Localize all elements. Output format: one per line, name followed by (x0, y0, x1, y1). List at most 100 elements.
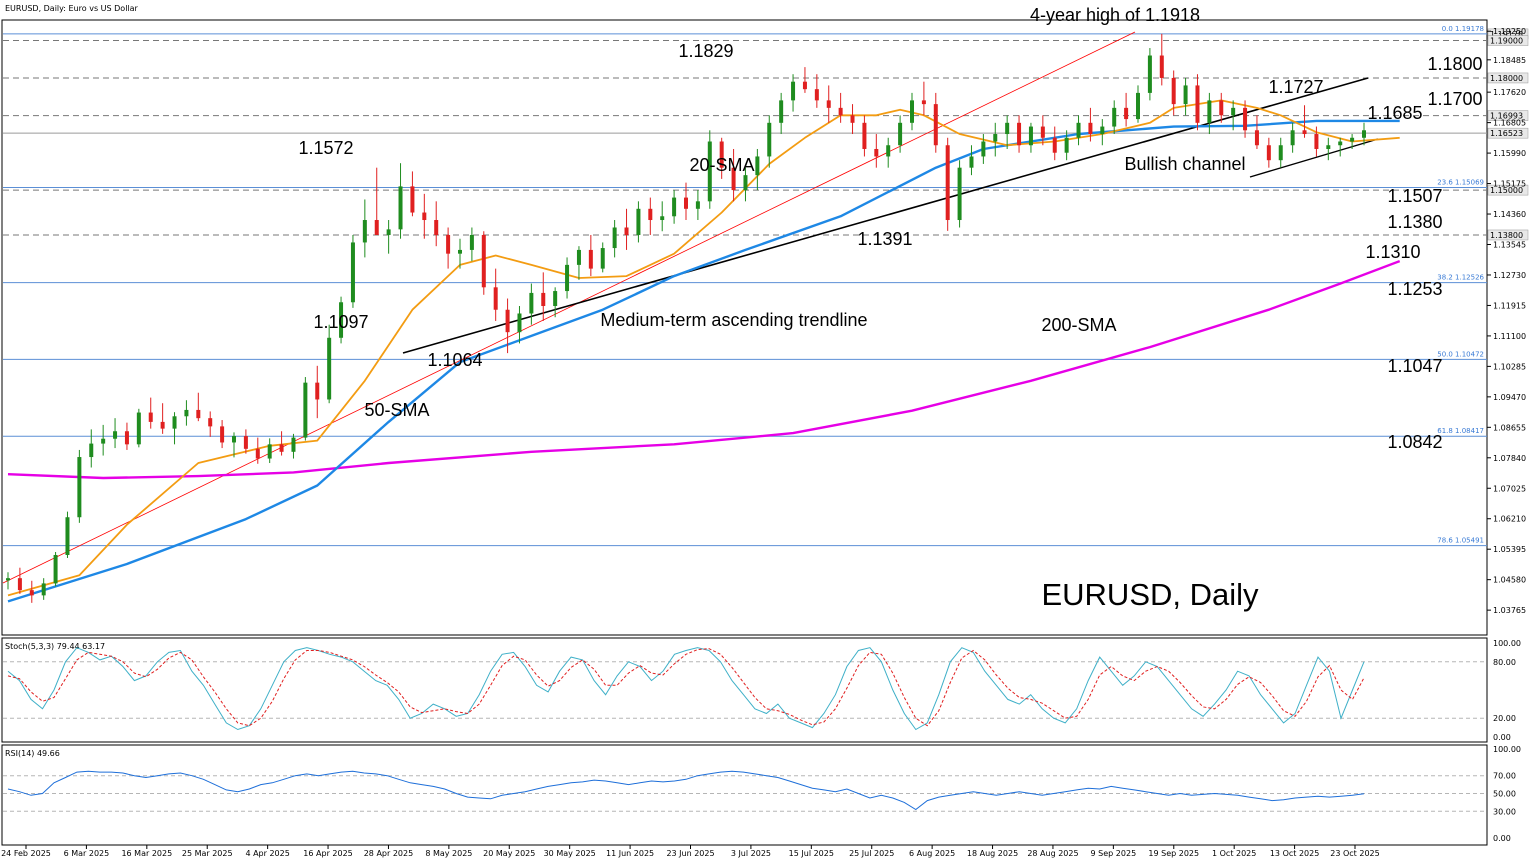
y-tick-label: 1.08655 (1493, 423, 1526, 432)
candle-body (969, 156, 974, 168)
fib-labels: 0.0 1.19178 23.6 1.15069 38.2 1.12526 50.0 … (1437, 25, 1484, 545)
candle-body (255, 448, 260, 459)
annotation: 1.1310 (1365, 242, 1420, 262)
candle-body (957, 167, 962, 221)
osc-tick-label: 20.00 (1493, 714, 1516, 723)
candle-body (1136, 92, 1140, 120)
rsi-label: RSI(14) 49.66 (5, 749, 60, 758)
candle-body (898, 122, 903, 146)
candle-body (1207, 100, 1212, 123)
candle-body (6, 578, 10, 581)
candle-body (731, 167, 736, 191)
candle-body (29, 590, 34, 596)
candle-body (362, 220, 367, 243)
fib-label: 23.6 1.15069 (1437, 179, 1484, 187)
candle-body (184, 409, 189, 417)
channel-lower-line (1249, 138, 1379, 178)
candle-body (303, 382, 308, 438)
annotation: 1.1829 (678, 41, 733, 61)
price-line-label: 1.19178 (1490, 30, 1523, 39)
x-tick-label: 9 Sep 2025 (1091, 849, 1137, 858)
candle-body (1278, 145, 1283, 161)
stoch-k-line (7, 647, 1365, 731)
candle-body (826, 100, 831, 108)
candle-body (291, 437, 296, 452)
x-tick-label: 23 Jun 2025 (666, 849, 714, 858)
candle-body (148, 412, 153, 422)
osc-tick-label: 100.00 (1493, 745, 1521, 754)
candle-body (41, 583, 46, 596)
annotation: 20-SMA (689, 155, 754, 175)
candle-body (624, 227, 629, 235)
candle-body (684, 197, 688, 209)
candle-body (422, 212, 427, 221)
candle-body (791, 81, 796, 101)
candle-body (77, 457, 82, 518)
annotation: 50-SMA (364, 400, 429, 420)
y-tick-label: 1.14360 (1493, 210, 1526, 219)
y-tick-label: 1.16805 (1493, 119, 1526, 128)
candle-body (672, 197, 677, 217)
candle-body (1159, 55, 1164, 78)
y-tick-label: 1.11915 (1493, 301, 1526, 310)
annotation: 1.0842 (1387, 432, 1442, 452)
sma50-line (7, 119, 1400, 603)
fib-label: 78.6 1.05491 (1437, 537, 1484, 545)
x-tick-label: 25 Jul 2025 (849, 849, 894, 858)
candle-body (398, 186, 403, 230)
candle-body (53, 554, 58, 584)
y-tick-label: 1.09470 (1493, 393, 1526, 402)
candle-body (1064, 137, 1069, 153)
annotation: 200-SMA (1041, 315, 1116, 335)
price-line-label: 1.19000 (1490, 37, 1523, 46)
price-line-label: 1.16523 (1490, 129, 1523, 138)
candle-body (779, 100, 784, 123)
x-tick-label: 1 Oct 2025 (1212, 849, 1256, 858)
stoch-label: Stoch(5,3,3) 79.44 63.17 (5, 642, 105, 651)
main-panel-frame (1, 19, 1488, 636)
annotation: 1.1507 (1387, 186, 1442, 206)
candle-body (874, 148, 879, 157)
candle-body (1100, 126, 1105, 135)
candle-body (862, 122, 867, 149)
candle-body (101, 438, 106, 444)
x-tick-label: 4 Apr 2025 (245, 849, 289, 858)
candle-body (1326, 145, 1331, 149)
stoch-axis: 100.00 80.00 20.00 0.00 (3, 639, 1521, 742)
price-line-label: 1.13800 (1490, 231, 1523, 240)
sma200-line (7, 259, 1401, 480)
candle-body (707, 141, 712, 202)
sma20-line (7, 99, 1400, 597)
candle-body (695, 201, 700, 209)
y-tick-label: 1.04580 (1493, 576, 1526, 585)
candle-body (1254, 130, 1259, 146)
y-tick-label: 1.07025 (1493, 484, 1526, 493)
annotation: 1.1253 (1387, 279, 1442, 299)
y-tick-label: 1.07840 (1493, 454, 1526, 463)
candle-body (481, 234, 486, 288)
fib-label: 61.8 1.08417 (1437, 427, 1484, 435)
candle-body (327, 337, 332, 400)
y-tick-label: 1.12730 (1493, 271, 1526, 280)
candle-body (65, 517, 70, 555)
osc-tick-label: 80.00 (1493, 658, 1516, 667)
annotation: 1.1380 (1387, 212, 1442, 232)
candle-body (600, 248, 605, 269)
candle-body (386, 229, 391, 235)
price-line-tag (1487, 127, 1529, 139)
x-tick-label: 20 May 2025 (483, 849, 535, 858)
candle-body (719, 141, 724, 168)
price-line-label: 1.16993 (1490, 112, 1523, 121)
candle-body (458, 249, 462, 254)
candle-body (232, 436, 236, 443)
symbol-label: EURUSD, Daily: Euro vs US Dollar (5, 4, 139, 13)
x-tick-label: 15 Jul 2025 (789, 849, 834, 858)
candle-body (339, 302, 344, 338)
x-tick-label: 3 Jul 2025 (731, 849, 771, 858)
candle-body (410, 186, 415, 213)
candle-body (446, 234, 451, 254)
candle-body (208, 418, 213, 427)
candle-body (196, 409, 201, 419)
candle-body (1040, 126, 1045, 138)
candle-body (1314, 134, 1319, 149)
